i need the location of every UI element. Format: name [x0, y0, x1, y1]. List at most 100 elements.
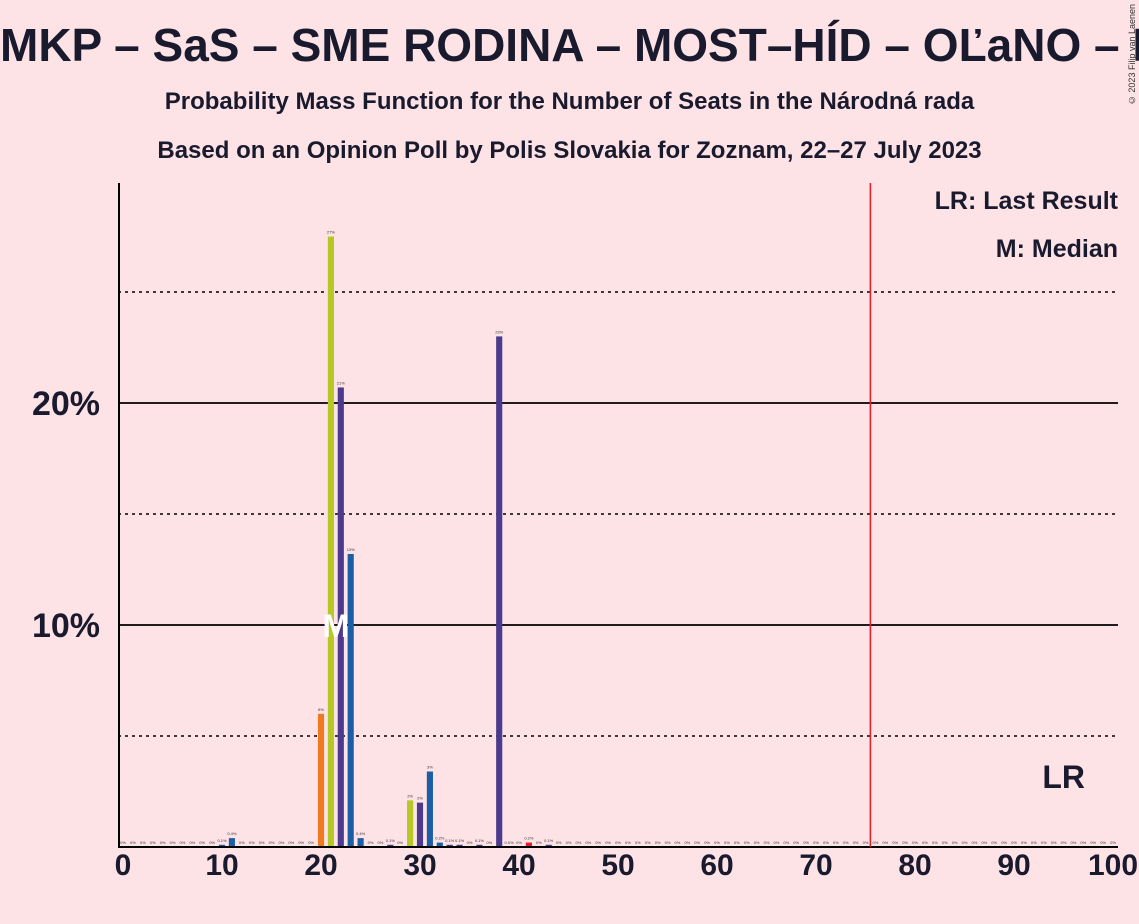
- bar-label-seat-87: 0%: [981, 840, 987, 845]
- bar-label-seat-60: 0%: [714, 840, 720, 845]
- bar-label-seat-17: 0%: [288, 840, 294, 845]
- bar-label-seat-23: 13%: [347, 547, 355, 552]
- bar-label-seat-47: 0%: [585, 840, 591, 845]
- bar-label-seat-93: 0%: [1041, 840, 1047, 845]
- bar-label-seat-3: 0%: [150, 840, 156, 845]
- x-tick-label-80: 80: [898, 849, 931, 882]
- bar-label-seat-14: 0%: [259, 840, 265, 845]
- bar-label-seat-26: 0%: [378, 840, 384, 845]
- bar-label-seat-31: 3%: [427, 765, 433, 770]
- bar-seat-34: [456, 844, 463, 847]
- bar-label-seat-68: 0%: [793, 840, 799, 845]
- axes-layer: 0 10 20 30 40 50 60 70 80 90 100 10% 20%: [32, 183, 1138, 882]
- bar-label-seat-90: 0%: [1011, 840, 1017, 845]
- bar-label-seat-89: 0%: [1001, 840, 1007, 845]
- x-tick-label-20: 20: [304, 849, 337, 882]
- bar-label-seat-29: 2%: [407, 793, 413, 798]
- bar-label-seat-42: 0%: [536, 840, 542, 845]
- bar-label-seat-97: 0%: [1080, 840, 1086, 845]
- bar-label-seat-1: 0%: [130, 840, 136, 845]
- bar-label-seat-83: 0%: [942, 840, 948, 845]
- bar-label-seat-94: 0%: [1051, 840, 1057, 845]
- bar-label-seat-65: 0%: [764, 840, 770, 845]
- bar-seat-38: [496, 336, 503, 847]
- bar-label-seat-86: 0%: [972, 840, 978, 845]
- bar-label-seat-12: 0%: [239, 840, 245, 845]
- bar-label-seat-80: 0%: [912, 840, 918, 845]
- bar-label-seat-55: 0%: [665, 840, 671, 845]
- bar-label-seat-69: 0%: [803, 840, 809, 845]
- bar-seat-23: [347, 553, 354, 847]
- chart-subtitle-2: Based on an Opinion Poll by Polis Slovak…: [157, 137, 982, 164]
- bar-seat-32: [436, 842, 443, 847]
- bar-label-seat-7: 0%: [189, 840, 195, 845]
- bar-seat-36: [476, 844, 483, 847]
- bar-label-seat-48: 0%: [595, 840, 601, 845]
- bar-label-seat-58: 0%: [694, 840, 700, 845]
- bar-label-seat-100: 0%: [1110, 840, 1116, 845]
- bar-label-seat-36: 0.1%: [475, 838, 485, 843]
- bar-label-seat-96: 0%: [1071, 840, 1077, 845]
- bar-label-seat-27: 0.1%: [386, 838, 396, 843]
- x-tick-label-60: 60: [700, 849, 733, 882]
- bar-label-seat-45: 0%: [566, 840, 572, 845]
- bar-label-seat-81: 0%: [922, 840, 928, 845]
- x-tick-label-40: 40: [502, 849, 535, 882]
- bar-label-seat-2: 0%: [140, 840, 146, 845]
- bar-label-seat-43: 0.1%: [544, 838, 554, 843]
- y-tick-label-10: 10%: [32, 607, 100, 645]
- bar-label-seat-6: 0%: [180, 840, 186, 845]
- x-tick-label-10: 10: [205, 849, 238, 882]
- bar-label-seat-9: 0%: [209, 840, 215, 845]
- bar-seat-20: [317, 713, 325, 847]
- bar-label-seat-44: 0%: [556, 840, 562, 845]
- bar-label-seat-37: 0%: [486, 840, 492, 845]
- bar-seat-24: [357, 838, 364, 847]
- bar-label-seat-54: 0%: [655, 840, 661, 845]
- bar-label-seat-19: 0%: [308, 840, 314, 845]
- bar-seat-27: [387, 844, 394, 847]
- bar-label-seat-73: 0%: [843, 840, 849, 845]
- bar-label-seat-4: 0%: [160, 840, 166, 845]
- bar-label-seat-98: 0%: [1090, 840, 1096, 845]
- bar-label-seat-30: 2%: [417, 796, 423, 801]
- bar-label-seat-39: 0.0%: [505, 840, 515, 845]
- bar-label-seat-56: 0%: [675, 840, 681, 845]
- bar-label-seat-85: 0%: [962, 840, 968, 845]
- bar-label-seat-63: 0%: [744, 840, 750, 845]
- bar-label-seat-49: 0%: [605, 840, 611, 845]
- bar-label-seat-57: 0%: [684, 840, 690, 845]
- bar-label-seat-18: 0%: [298, 840, 304, 845]
- bar-label-seat-67: 0%: [783, 840, 789, 845]
- bar-label-seat-75: 0%: [863, 840, 869, 845]
- bar-label-seat-76: 0%: [873, 840, 879, 845]
- x-tick-label-100: 100: [1088, 849, 1138, 882]
- bar-label-seat-41: 0.2%: [524, 836, 534, 841]
- bar-label-seat-15: 0%: [269, 840, 275, 845]
- legend-median: M: Median: [996, 235, 1118, 263]
- bar-label-seat-8: 0%: [199, 840, 205, 845]
- bar-seat-21: [327, 236, 334, 847]
- bar-seat-30: [416, 802, 424, 847]
- bar-label-seat-10: 0.1%: [217, 838, 227, 843]
- bar-label-seat-50: 0%: [615, 840, 621, 845]
- bar-label-seat-16: 0%: [279, 840, 285, 845]
- bar-seat-31: [426, 771, 433, 847]
- bar-label-seat-13: 0%: [249, 840, 255, 845]
- bar-label-seat-72: 0%: [833, 840, 839, 845]
- bar-label-seat-71: 0%: [823, 840, 829, 845]
- x-tick-label-0: 0: [115, 849, 132, 882]
- bar-label-seat-91: 0%: [1021, 840, 1027, 845]
- bar-label-seat-24: 0.4%: [356, 831, 366, 836]
- last-result-label: LR: [1042, 759, 1085, 795]
- bar-label-seat-79: 0%: [902, 840, 908, 845]
- bar-label-seat-61: 0%: [724, 840, 730, 845]
- bar-label-seat-62: 0%: [734, 840, 740, 845]
- bar-label-seat-70: 0%: [813, 840, 819, 845]
- legend-last-result: LR: Last Result: [935, 187, 1119, 215]
- bar-label-seat-33: 0.1%: [445, 838, 455, 843]
- bar-seat-10: [218, 844, 226, 847]
- bar-label-seat-21: 27%: [327, 230, 335, 235]
- bar-label-seat-40: 0%: [516, 840, 522, 845]
